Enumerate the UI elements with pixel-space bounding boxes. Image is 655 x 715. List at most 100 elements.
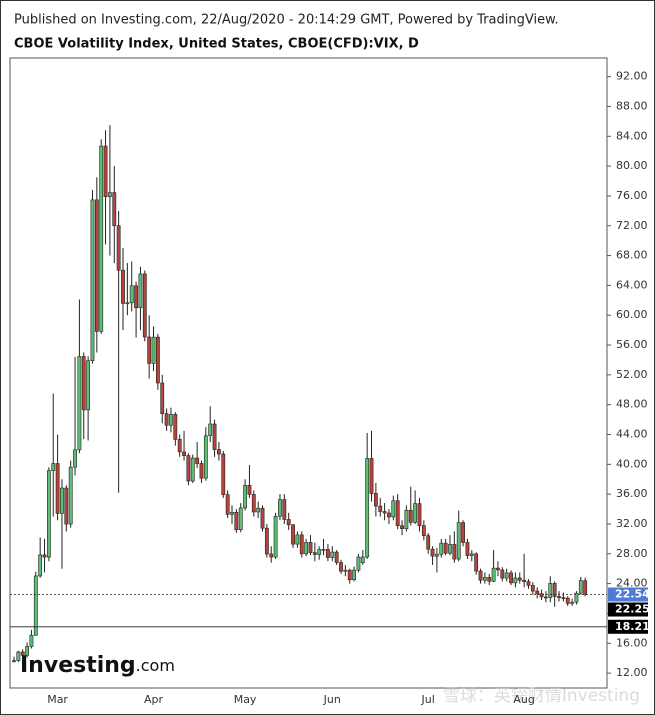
candle-body bbox=[73, 449, 77, 468]
candle-body bbox=[251, 494, 256, 513]
candle-body bbox=[452, 544, 457, 560]
candle-body bbox=[199, 463, 204, 479]
candle-body bbox=[500, 569, 505, 579]
candle-body bbox=[378, 505, 383, 512]
candle-body bbox=[430, 548, 435, 557]
candle-body bbox=[177, 439, 182, 453]
candle-body bbox=[456, 522, 461, 560]
candle-body bbox=[544, 596, 548, 599]
candle-body bbox=[81, 356, 86, 411]
x-tick-label: Aug bbox=[513, 693, 534, 706]
x-tick-label: Jul bbox=[421, 693, 435, 706]
candle-body bbox=[334, 551, 339, 563]
candle-body bbox=[273, 515, 278, 558]
candle-body bbox=[129, 285, 134, 304]
candle-body bbox=[539, 593, 544, 598]
candle-body bbox=[90, 199, 95, 361]
candle-body bbox=[203, 435, 208, 479]
candle-body bbox=[51, 463, 56, 471]
watermark: 雪球：英镑财情Investing bbox=[443, 686, 640, 706]
candle-body bbox=[291, 524, 295, 545]
candle-body bbox=[461, 522, 465, 543]
candle-body bbox=[373, 493, 378, 507]
candle-body bbox=[264, 527, 269, 555]
candle-body bbox=[77, 356, 82, 451]
x-tick-label: Jun bbox=[323, 693, 341, 706]
candle-body bbox=[557, 596, 561, 598]
candle-body bbox=[260, 507, 265, 529]
candle-body bbox=[116, 225, 121, 271]
candle-body bbox=[482, 577, 487, 581]
candle-body bbox=[29, 634, 34, 647]
candle-body bbox=[443, 542, 448, 554]
candle-body bbox=[121, 269, 125, 304]
candle-body bbox=[413, 503, 418, 523]
y-tick-label: 68.00 bbox=[616, 249, 648, 262]
candle-body bbox=[369, 458, 374, 494]
candle-body bbox=[574, 592, 579, 603]
candle-body bbox=[548, 583, 553, 598]
candle-body bbox=[395, 500, 400, 526]
candle-body bbox=[195, 457, 200, 464]
candle-body bbox=[474, 553, 479, 572]
candle-body bbox=[225, 494, 230, 515]
candle-body bbox=[360, 556, 365, 564]
candle-body bbox=[469, 553, 474, 556]
plot-border bbox=[9, 57, 608, 689]
price-label-box bbox=[608, 587, 648, 602]
candle-body bbox=[526, 581, 531, 586]
y-tick-label: 16.00 bbox=[616, 636, 648, 649]
candle-body bbox=[583, 580, 588, 595]
candle-body bbox=[565, 597, 570, 604]
candle-body bbox=[487, 577, 492, 582]
candle-body bbox=[417, 503, 422, 526]
candle-body bbox=[517, 577, 522, 581]
candle-body bbox=[530, 585, 535, 592]
candle-body bbox=[173, 414, 178, 440]
candle-body bbox=[151, 336, 156, 364]
candle-body bbox=[256, 507, 261, 513]
y-tick-label: 28.00 bbox=[616, 547, 648, 560]
candle-body bbox=[247, 484, 252, 495]
y-tick-label: 36.00 bbox=[616, 487, 648, 500]
candle-body bbox=[509, 572, 513, 584]
candle-body bbox=[391, 500, 396, 518]
published-note: Published on Investing.com, 22/Aug/2020 … bbox=[14, 13, 559, 28]
candle-body bbox=[317, 549, 322, 555]
candle-body bbox=[408, 509, 413, 523]
candle-body bbox=[352, 569, 356, 581]
candle-body bbox=[435, 553, 439, 557]
candle-body bbox=[343, 569, 348, 572]
candle-body bbox=[286, 519, 291, 526]
candle-body bbox=[212, 423, 217, 450]
candle-body bbox=[25, 646, 29, 656]
candle-body bbox=[164, 413, 169, 426]
y-tick-label: 24.00 bbox=[616, 577, 648, 590]
x-tick-label: May bbox=[234, 693, 257, 706]
y-tick-label: 12.00 bbox=[616, 666, 648, 679]
candle-body bbox=[138, 273, 143, 309]
y-tick-label: 84.00 bbox=[616, 129, 648, 142]
candle-body bbox=[155, 336, 160, 384]
candle-body bbox=[282, 499, 287, 520]
y-tick-label: 72.00 bbox=[616, 219, 648, 232]
candle-body bbox=[522, 579, 527, 582]
candle-body bbox=[234, 511, 239, 531]
y-tick-label: 80.00 bbox=[616, 159, 648, 172]
candle-body bbox=[103, 145, 108, 197]
candle-body bbox=[400, 525, 404, 529]
candle-body bbox=[238, 507, 243, 531]
candle-body bbox=[208, 423, 213, 437]
candle-body bbox=[169, 414, 173, 426]
candle-body bbox=[46, 470, 51, 558]
candle-body bbox=[134, 285, 138, 309]
candle-body bbox=[243, 484, 247, 509]
x-tick-label: Apr bbox=[144, 693, 164, 706]
logo-suffix: .com bbox=[136, 656, 175, 675]
y-tick-label: 64.00 bbox=[616, 278, 648, 291]
candle-body bbox=[160, 382, 165, 414]
candle-body bbox=[426, 535, 431, 550]
candle-body bbox=[112, 192, 117, 227]
